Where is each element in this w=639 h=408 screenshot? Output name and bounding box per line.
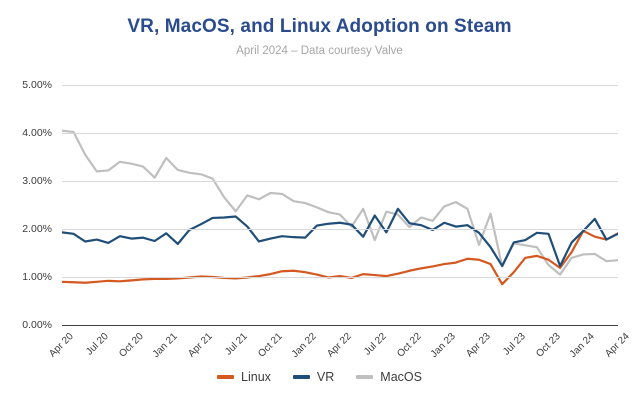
x-axis-tick-label: Jan 21 (151, 331, 181, 361)
x-axis-tick-label: Apr 20 (47, 331, 76, 360)
legend-swatch-linux (217, 375, 235, 379)
series-line-linux (62, 229, 618, 286)
legend-label-vr: VR (316, 370, 335, 384)
x-axis-tick-label: Oct 20 (116, 331, 146, 360)
x-axis-tick-label: Apr 24 (603, 331, 632, 360)
legend-swatch-macos (356, 375, 374, 379)
x-axis-tick-label: Jul 22 (361, 331, 389, 358)
plot-area (62, 85, 618, 327)
chart-subtitle: April 2024 – Data courtesy Valve (236, 45, 403, 57)
y-axis-tick-label: 0.00% (22, 319, 52, 331)
gridline (62, 181, 618, 182)
series-line-vr (62, 207, 618, 268)
x-axis-tick-label: Jan 22 (290, 331, 320, 361)
x-axis-labels: Apr 20 Jul 20 Oct 20 Jan 21 Apr 21 Jul 21 Oct … (0, 325, 639, 370)
x-axis-tick-label: Apr 21 (186, 331, 215, 360)
x-axis-tick-label: Jul 20 (83, 331, 111, 358)
x-axis-tick-label: Oct 23 (533, 331, 563, 360)
legend-swatch-vr (292, 375, 310, 379)
x-axis-tick-label: Jul 21 (222, 331, 250, 358)
x-axis-tick-label: Apr 23 (464, 331, 493, 360)
y-axis-tick-label: 5.00% (22, 79, 52, 91)
y-axis-tick-label: 2.00% (22, 223, 52, 235)
series-line-macos (62, 129, 618, 276)
x-axis-tick-label: Oct 21 (255, 331, 285, 360)
gridline (62, 277, 618, 278)
legend-item-vr[interactable]: VR (292, 370, 335, 384)
chart-title: VR, MacOS, and Linux Adoption on Steam (127, 16, 512, 37)
x-axis-tick-label: Jul 23 (500, 331, 528, 358)
series-lines (62, 129, 618, 286)
gridline (62, 229, 618, 230)
gridline (62, 85, 618, 86)
y-axis-labels: 0.00% 1.00% 2.00% 3.00% 4.00% 5.00% (0, 79, 639, 331)
x-axis-tick-label: Jan 23 (429, 331, 459, 361)
x-axis-tick-label: Oct 22 (394, 331, 424, 360)
y-axis-tick-label: 1.00% (22, 271, 52, 283)
y-axis-tick-label: 3.00% (22, 175, 52, 187)
legend-label-macos: MacOS (380, 370, 422, 384)
x-axis-tick-label: Apr 22 (325, 331, 354, 360)
gridline (62, 133, 618, 134)
x-axis-line (62, 325, 618, 327)
legend-item-macos[interactable]: MacOS (356, 370, 422, 384)
legend-label-linux: Linux (241, 370, 271, 384)
legend-item-linux[interactable]: Linux (217, 370, 271, 384)
chart-legend: Linux VR MacOS (0, 370, 639, 384)
x-axis-tick-label: Jan 24 (568, 331, 598, 361)
y-axis-tick-label: 4.00% (22, 127, 52, 139)
